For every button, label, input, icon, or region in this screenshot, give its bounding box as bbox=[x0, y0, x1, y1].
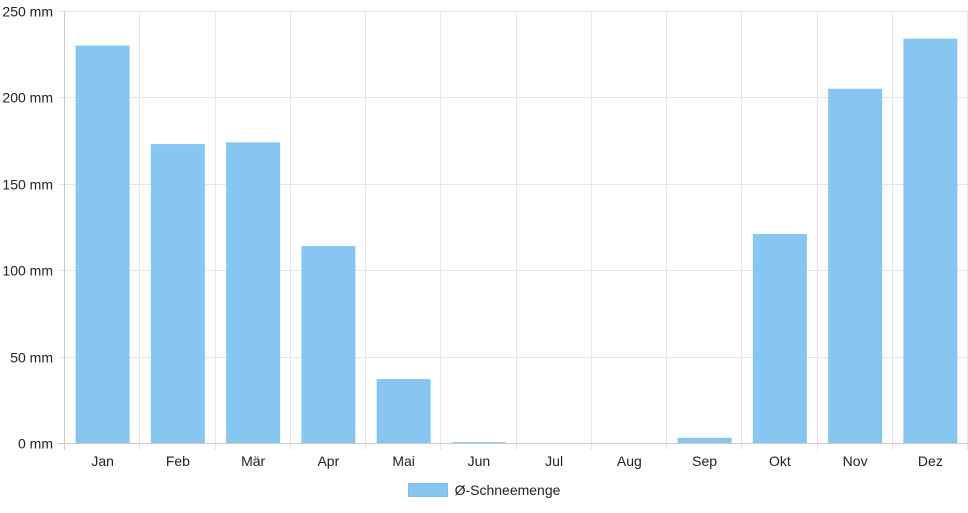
x-tick-label: Feb bbox=[166, 453, 190, 469]
x-tick-label: Jan bbox=[91, 453, 114, 469]
bar-series bbox=[75, 38, 958, 444]
x-tick-label: Sep bbox=[692, 453, 717, 469]
bar[interactable] bbox=[903, 38, 958, 443]
x-tick-label: Mai bbox=[392, 453, 415, 469]
bar[interactable] bbox=[677, 437, 732, 443]
y-tick-label: 100 mm bbox=[2, 263, 53, 279]
x-tick-label: Okt bbox=[769, 453, 791, 469]
bar[interactable] bbox=[301, 246, 356, 443]
grid-lines bbox=[58, 11, 968, 450]
bar[interactable] bbox=[75, 45, 130, 444]
y-tick-label: 150 mm bbox=[2, 177, 53, 193]
legend-swatch bbox=[407, 483, 448, 497]
x-tick-label: Mär bbox=[241, 453, 265, 469]
bar[interactable] bbox=[226, 142, 281, 443]
legend-label: Ø-Schneemenge bbox=[454, 482, 561, 498]
x-tick-label: Aug bbox=[617, 453, 642, 469]
bar[interactable] bbox=[150, 144, 205, 443]
x-tick-label: Nov bbox=[843, 453, 868, 469]
bar[interactable] bbox=[752, 233, 807, 443]
y-tick-label: 200 mm bbox=[2, 90, 53, 106]
x-tick-label: Apr bbox=[317, 453, 339, 469]
bar[interactable] bbox=[451, 442, 506, 444]
x-tick-label: Jul bbox=[545, 453, 563, 469]
y-tick-label: 50 mm bbox=[10, 350, 53, 366]
x-tick-label: Jun bbox=[468, 453, 491, 469]
y-tick-label: 250 mm bbox=[2, 4, 53, 20]
x-tick-label: Dez bbox=[918, 453, 943, 469]
bar[interactable] bbox=[376, 379, 431, 443]
x-axis-tick-labels: Jan Feb Mär Apr Mai Jun Jul Aug Sep Okt Nov Dez bbox=[91, 453, 942, 469]
y-axis-tick-labels: 0 mm 50 mm 100 mm 150 mm 200 mm 250 mm bbox=[2, 4, 53, 452]
y-tick-label: 0 mm bbox=[18, 436, 53, 452]
chart-legend[interactable]: Ø-Schneemenge bbox=[0, 478, 968, 502]
bar[interactable] bbox=[828, 88, 883, 443]
